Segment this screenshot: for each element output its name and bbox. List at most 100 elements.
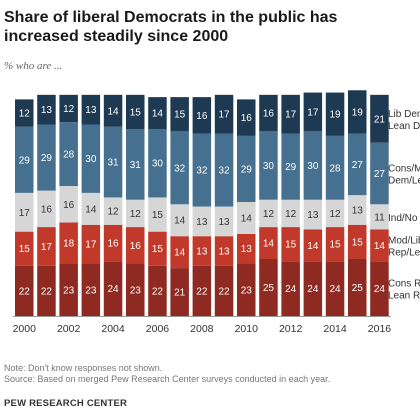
bar-segment xyxy=(81,124,101,193)
data-label: 14 xyxy=(241,213,253,224)
bar-segment xyxy=(170,204,189,237)
chart-note: Note: Don't know responses not shown. xyxy=(4,363,163,373)
data-label: 12 xyxy=(107,207,119,218)
bar-segment xyxy=(348,259,367,316)
bar-segment xyxy=(148,231,167,266)
bar-segment xyxy=(259,199,278,228)
chart-title: Share of liberal Democrats in the public… xyxy=(4,9,338,45)
bar-segment xyxy=(37,227,56,266)
bar-segment xyxy=(103,126,123,198)
data-label: 27 xyxy=(374,169,386,180)
bar-segment xyxy=(259,259,278,316)
bar-segment xyxy=(15,192,34,232)
bar-segment xyxy=(15,265,34,316)
bar-segment xyxy=(15,231,34,266)
data-label: 17 xyxy=(218,110,230,121)
data-label: 24 xyxy=(307,284,319,295)
x-tick-label: 2006 xyxy=(146,323,170,335)
bar-segment xyxy=(303,131,323,200)
chart-source: Source: Based on merged Pew Research Cen… xyxy=(4,374,331,384)
bar-segment xyxy=(214,236,234,266)
bar-segment xyxy=(81,224,101,264)
data-label: 22 xyxy=(218,286,230,297)
data-label: 16 xyxy=(130,241,142,252)
bar-segment xyxy=(325,92,345,136)
bar-segment xyxy=(214,206,234,237)
bar-segment xyxy=(170,268,189,316)
data-label: 16 xyxy=(63,200,75,211)
data-label: 29 xyxy=(19,155,31,166)
bar-segment xyxy=(348,224,367,259)
bar-segment xyxy=(15,126,34,193)
data-label: 29 xyxy=(41,153,53,164)
bar-segment xyxy=(281,261,300,316)
bar-segment xyxy=(170,236,189,269)
data-label: 13 xyxy=(352,205,364,216)
bar-segment xyxy=(59,186,78,223)
data-label: 22 xyxy=(41,286,53,297)
bar-segment xyxy=(148,97,167,130)
data-label: 29 xyxy=(241,164,253,175)
data-label: 16 xyxy=(41,204,53,215)
data-label: 12 xyxy=(285,209,297,220)
data-label: 23 xyxy=(85,285,97,296)
data-label: 32 xyxy=(196,166,208,177)
bar-segment xyxy=(370,229,389,262)
x-tick-label: 2000 xyxy=(13,323,37,335)
series-label: Dem/Lean D xyxy=(388,176,420,187)
data-label: 30 xyxy=(85,154,97,165)
bar-segment xyxy=(259,94,278,132)
series-label: Lean D xyxy=(388,121,420,132)
data-label: 14 xyxy=(174,216,186,227)
data-label: 14 xyxy=(152,109,164,120)
data-label: 12 xyxy=(130,209,142,220)
bar-segment xyxy=(281,199,300,228)
data-label: 13 xyxy=(241,244,253,255)
bar-segment xyxy=(259,131,278,200)
series-label: Cons Rep/ xyxy=(388,279,420,290)
bar-segment xyxy=(325,199,345,228)
data-label: 19 xyxy=(329,110,341,121)
data-label: 29 xyxy=(285,162,297,173)
data-label: 31 xyxy=(130,160,142,171)
data-label: 16 xyxy=(241,113,253,124)
bar-segment xyxy=(281,133,300,200)
data-label: 17 xyxy=(85,240,97,251)
data-label: 14 xyxy=(374,241,386,252)
x-tick-label: 2008 xyxy=(190,323,214,335)
data-label: 16 xyxy=(107,239,119,250)
bar-segment xyxy=(192,133,212,207)
bar-segment xyxy=(59,222,78,264)
bar-segment xyxy=(303,229,323,262)
bar-segment xyxy=(281,227,300,262)
data-label: 13 xyxy=(196,217,208,228)
bar-segment xyxy=(126,94,145,130)
x-tick-label: 2004 xyxy=(101,323,125,335)
x-tick-label: 2012 xyxy=(279,323,303,335)
x-tick-label: 2002 xyxy=(57,323,81,335)
bar-segment xyxy=(81,192,101,225)
data-label: 16 xyxy=(263,109,275,120)
series-label: Cons/Mod xyxy=(388,164,420,175)
data-label: 13 xyxy=(85,105,97,116)
data-label: 13 xyxy=(196,247,208,258)
bar-segment xyxy=(214,94,234,134)
bar-segment xyxy=(37,94,56,125)
data-label: 27 xyxy=(352,160,364,171)
data-label: 15 xyxy=(152,210,164,221)
data-label: 14 xyxy=(263,239,275,250)
bar-segment xyxy=(192,265,212,316)
data-label: 11 xyxy=(374,212,385,223)
data-label: 24 xyxy=(329,284,341,295)
data-label: 25 xyxy=(263,283,275,294)
bar-segment xyxy=(192,97,212,134)
data-label: 13 xyxy=(307,210,319,221)
data-label: 12 xyxy=(329,209,341,220)
data-label: 13 xyxy=(218,247,230,258)
bar-segment xyxy=(126,199,145,228)
bar-segment xyxy=(59,94,78,123)
bar-segment xyxy=(170,131,189,205)
data-label: 15 xyxy=(285,240,297,251)
bar-segment xyxy=(237,233,256,264)
data-label: 24 xyxy=(374,284,386,295)
